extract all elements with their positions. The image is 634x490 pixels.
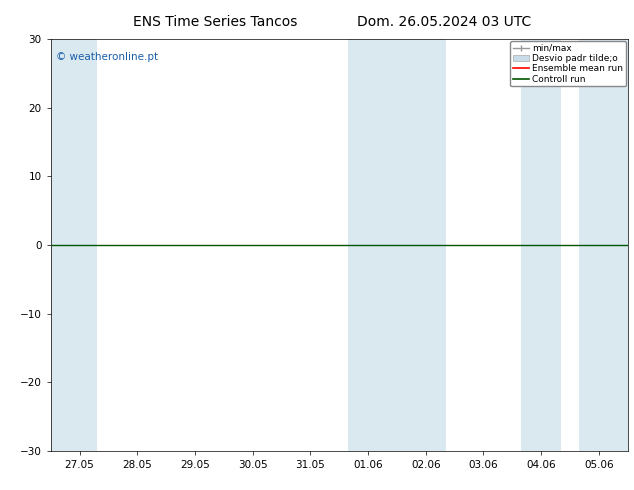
- Bar: [521, 39, 561, 451]
- Bar: [51, 39, 97, 451]
- Text: © weatheronline.pt: © weatheronline.pt: [56, 51, 158, 62]
- Text: ENS Time Series Tancos: ENS Time Series Tancos: [133, 15, 298, 29]
- Bar: [579, 39, 628, 451]
- Bar: [348, 39, 446, 451]
- Legend: min/max, Desvio padr tilde;o, Ensemble mean run, Controll run: min/max, Desvio padr tilde;o, Ensemble m…: [510, 41, 626, 86]
- Text: Dom. 26.05.2024 03 UTC: Dom. 26.05.2024 03 UTC: [357, 15, 531, 29]
